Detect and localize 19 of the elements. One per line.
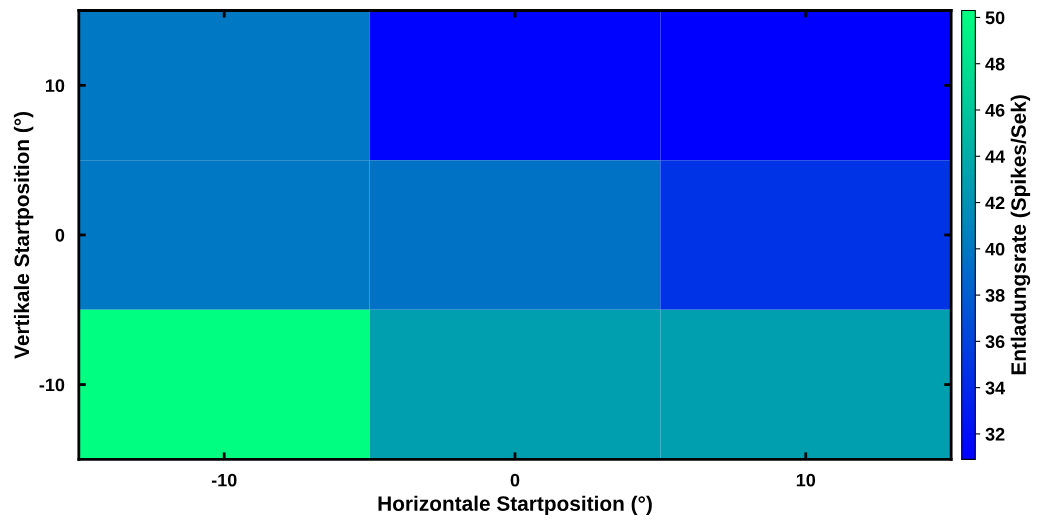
color-bar-label: 48 (985, 57, 1005, 71)
color-bar-title: Entladungsrate (Spikes/Sek) (1010, 95, 1031, 375)
color-bar-label: 40 (985, 242, 1005, 256)
y-tick-label: 10 (45, 79, 65, 93)
color-bar-label: 32 (985, 427, 1005, 441)
x-tick-label: 0 (510, 473, 520, 487)
color-bar-label: 44 (985, 150, 1006, 163)
color-bar-label: 46 (985, 103, 1005, 117)
y-tick-label: 0 (55, 228, 65, 242)
x-tick-label: 10 (796, 473, 816, 487)
color-bar-label: 34 (985, 381, 1006, 395)
color-bar-label: 42 (985, 196, 1005, 210)
y-tick-label: -10 (39, 378, 65, 392)
y-axis-title: Vertikale Startposition (°) (13, 111, 34, 359)
color-bar-label: 50 (985, 11, 1005, 25)
x-tick-label: -10 (211, 473, 237, 487)
x-axis-title: Horizontale Startposition (°) (378, 495, 652, 516)
color-bar-label: 38 (985, 289, 1005, 302)
color-bar-label: 36 (985, 335, 1005, 349)
